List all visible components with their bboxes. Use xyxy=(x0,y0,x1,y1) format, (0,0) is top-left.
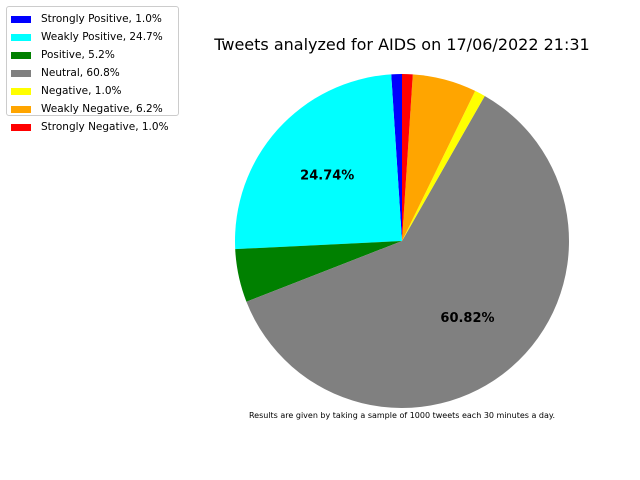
percent-labels: 24.74% 60.82% xyxy=(300,168,494,326)
legend-swatch xyxy=(11,15,31,23)
legend-item: Strongly Positive, 1.0% xyxy=(11,10,178,28)
legend-item: Weakly Negative, 6.2% xyxy=(11,100,178,118)
chart-title: Tweets analyzed for AIDS on 17/06/2022 2… xyxy=(213,35,589,54)
legend: Strongly Positive, 1.0% Weakly Positive, … xyxy=(6,6,179,133)
legend-label: Negative, 1.0% xyxy=(41,85,122,97)
legend-label: Positive, 5.2% xyxy=(41,49,115,61)
legend-label: Weakly Negative, 6.2% xyxy=(41,103,163,115)
legend-label: Strongly Positive, 1.0% xyxy=(41,13,162,25)
pie-slice-strongly-positive xyxy=(391,74,402,241)
percent-label: 60.82% xyxy=(440,311,494,326)
legend-item: Negative, 1.0% xyxy=(11,82,178,100)
chart-footnote: Results are given by taking a sample of … xyxy=(249,411,555,420)
pie-slice-positive xyxy=(235,241,402,302)
pie-slice-strongly-negative xyxy=(402,74,413,241)
pie-slice-weakly-positive xyxy=(235,74,402,250)
pie-slices xyxy=(235,74,569,408)
legend-item: Strongly Negative, 1.0% xyxy=(11,118,178,136)
legend-label: Weakly Positive, 24.7% xyxy=(41,31,163,43)
legend-label: Strongly Negative, 1.0% xyxy=(41,121,169,133)
legend-swatch xyxy=(11,87,31,95)
legend-label: Neutral, 60.8% xyxy=(41,67,120,79)
pie-slice-neutral xyxy=(246,95,569,408)
pie-slice-negative xyxy=(402,90,485,241)
percent-label: 24.74% xyxy=(300,168,354,183)
legend-item: Neutral, 60.8% xyxy=(11,64,178,82)
legend-swatch xyxy=(11,105,31,113)
legend-item: Weakly Positive, 24.7% xyxy=(11,28,178,46)
legend-swatch xyxy=(11,69,31,77)
legend-item: Positive, 5.2% xyxy=(11,46,178,64)
legend-swatch xyxy=(11,51,31,59)
legend-swatch xyxy=(11,33,31,41)
legend-swatch xyxy=(11,123,31,131)
pie-slice-weakly-negative xyxy=(402,74,476,241)
